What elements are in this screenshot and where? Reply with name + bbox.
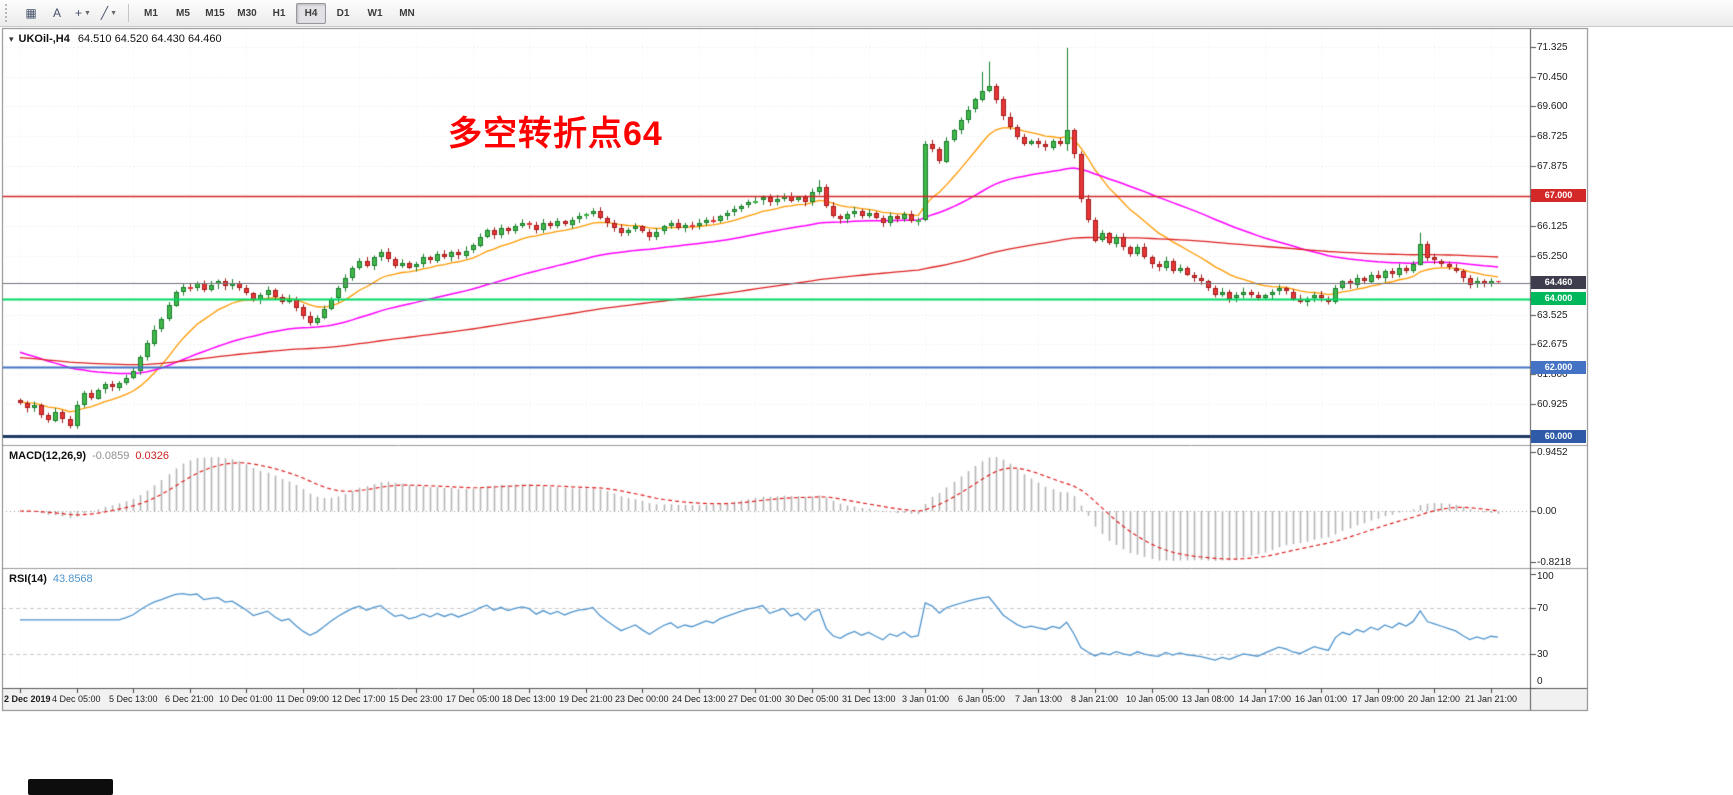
time-axis-label: 24 Dec 13:00: [672, 694, 726, 704]
toolbar-separator: [128, 4, 129, 22]
chart-annotation[interactable]: 多空转折点64: [448, 115, 663, 153]
price-axis-label: 68.725: [1537, 131, 1568, 143]
macd-name: MACD(12,26,9): [9, 450, 87, 462]
time-axis-label: 12 Dec 17:00: [332, 694, 386, 704]
price-axis-label: 61.800: [1537, 369, 1568, 381]
timeframe-button-d1[interactable]: D1: [336, 7, 350, 19]
timeframe-button-h1[interactable]: H1: [272, 7, 286, 19]
macd-axis-label: 0.00: [1537, 506, 1557, 517]
timeframe-button-m30[interactable]: M30: [237, 7, 257, 19]
toolbar-drag-handle[interactable]: [5, 4, 12, 22]
time-axis-label: 6 Dec 21:00: [165, 694, 214, 704]
time-axis-label: 14 Jan 17:00: [1239, 694, 1292, 704]
time-axis-label: 2 Dec 2019: [4, 694, 51, 704]
price-axis[interactable]: [1531, 28, 1588, 689]
line-tool-button[interactable]: ╱ ▼: [97, 2, 121, 25]
crosshair-tool-icon: +: [75, 6, 83, 20]
macd-axis-label: -0.8218: [1537, 557, 1571, 568]
price-axis-label: 66.125: [1537, 220, 1568, 232]
symbol-info: ▾ UKOil-,H4 64.510 64.520 64.430 64.460: [9, 33, 222, 45]
text-tool-button[interactable]: A: [45, 2, 69, 25]
rsi-value: 43.8568: [52, 573, 93, 585]
price-tag: 62.000: [1531, 360, 1586, 374]
macd-axis-label: 0.9452: [1537, 447, 1568, 458]
time-axis-label: 21 Jan 21:00: [1465, 694, 1518, 704]
time-axis-label: 19 Dec 21:00: [559, 694, 613, 704]
rsi-axis-label: 70: [1537, 603, 1549, 615]
price-axis-label: 69.600: [1537, 101, 1568, 113]
price-axis-label: 62.675: [1537, 339, 1568, 351]
chart-grid-button[interactable]: ▦: [19, 2, 43, 25]
price-tag: 67.000: [1531, 189, 1586, 203]
price-tag: 64.460: [1531, 276, 1586, 290]
timeframe-button-w1[interactable]: W1: [367, 7, 383, 19]
time-axis-label: 30 Dec 05:00: [785, 694, 839, 704]
chart-grid-icon: ▦: [25, 6, 37, 20]
line-tool-icon: ╱: [100, 6, 109, 20]
chevron-down-icon: ▼: [110, 9, 118, 17]
price-tag: 60.000: [1531, 429, 1586, 443]
time-axis-label: 20 Jan 12:00: [1408, 694, 1461, 704]
timeframe-button-m1[interactable]: M1: [144, 7, 158, 19]
time-axis-label: 7 Jan 13:00: [1015, 694, 1063, 704]
time-axis-label: 13 Jan 08:00: [1182, 694, 1235, 704]
timeframe-group: M1 M5 M15 M30 H1 H4 D1 W1 MN: [135, 2, 423, 24]
price-axis-label: 60.925: [1537, 399, 1568, 411]
toolbar-icon-group: ▦ A + ▼ ╱ ▼: [18, 2, 122, 25]
symbol-name: UKOil-,H4: [18, 33, 70, 45]
crosshair-tool-button[interactable]: + ▼: [71, 2, 95, 25]
rsi-axis-label: 100: [1537, 571, 1554, 582]
price-axis-label: 67.875: [1537, 160, 1568, 172]
time-axis-label: 27 Dec 01:00: [728, 694, 782, 704]
time-axis-label: 3 Jan 01:00: [902, 694, 950, 704]
text-tool-icon: A: [52, 6, 61, 20]
time-axis-label: 23 Dec 00:00: [615, 694, 669, 704]
time-axis-label: 15 Dec 23:00: [389, 694, 443, 704]
toolbar: ▦ A + ▼ ╱ ▼ M1 M5 M15 M30 H1 H4 D1 W1 MN: [0, 0, 1733, 27]
rsi-axis-label: 0: [1537, 676, 1543, 687]
rsi-name: RSI(14): [9, 573, 47, 585]
time-axis-label: 16 Jan 01:00: [1295, 694, 1348, 704]
timeframe-button-mn[interactable]: MN: [399, 7, 415, 19]
macd-value-main: -0.0859: [92, 450, 130, 462]
price-axis-label: 70.450: [1537, 72, 1568, 84]
timeframe-button-m15[interactable]: M15: [205, 7, 225, 19]
price-axis-label: 71.325: [1537, 42, 1568, 53]
timeframe-button-m5[interactable]: M5: [176, 7, 190, 19]
rsi-indicator-label: RSI(14) 43.8568: [9, 573, 93, 585]
price-axis-label: 65.250: [1537, 250, 1568, 262]
price-axis-label: 63.525: [1537, 309, 1568, 321]
taskbar-fragment: [28, 779, 113, 795]
macd-value-signal: 0.0326: [135, 450, 169, 462]
time-axis-label: 4 Dec 05:00: [52, 694, 101, 704]
time-axis-label: 31 Dec 13:00: [842, 694, 896, 704]
symbol-marker-icon: ▾: [9, 34, 14, 44]
time-axis-label: 5 Dec 13:00: [109, 694, 158, 704]
price-tag: 64.000: [1531, 292, 1586, 306]
timeframe-button-h4[interactable]: H4: [296, 2, 326, 24]
time-axis-label: 6 Jan 05:00: [958, 694, 1006, 704]
chevron-down-icon: ▼: [84, 9, 91, 17]
rsi-axis-label: 30: [1537, 648, 1549, 660]
time-axis-label: 10 Dec 01:00: [219, 694, 273, 704]
time-axis-label: 10 Jan 05:00: [1126, 694, 1179, 704]
time-axis-label: 8 Jan 21:00: [1071, 694, 1119, 704]
macd-indicator-label: MACD(12,26,9) -0.0859 0.0326: [9, 450, 169, 462]
ohlc-quotes: 64.510 64.520 64.430 64.460: [77, 33, 222, 45]
time-axis-label: 18 Dec 13:00: [502, 694, 556, 704]
time-axis-label: 11 Dec 09:00: [276, 694, 329, 704]
time-axis-label: 17 Jan 09:00: [1352, 694, 1405, 704]
time-axis-label: 17 Dec 05:00: [446, 694, 500, 704]
